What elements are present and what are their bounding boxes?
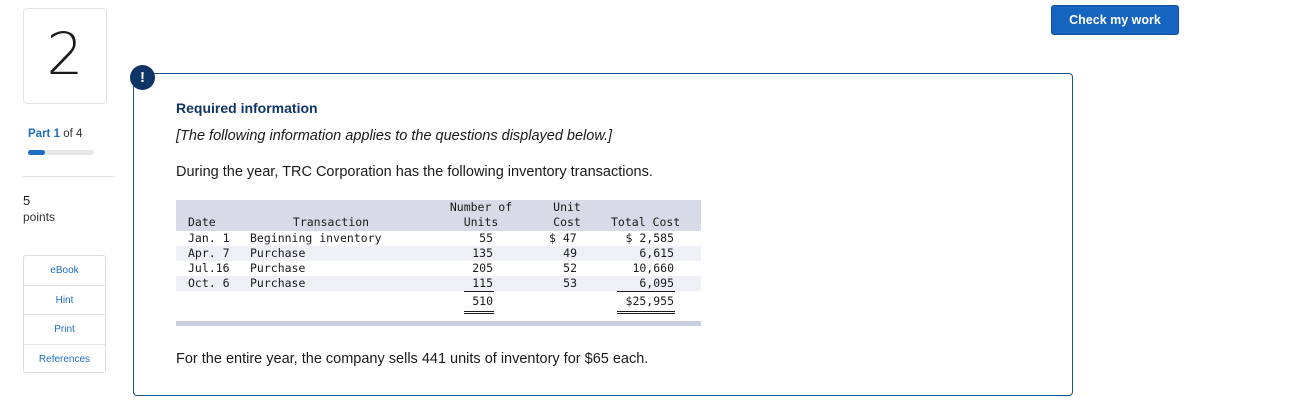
total-underline xyxy=(617,291,675,292)
total-double-underline-2 xyxy=(617,313,675,314)
row-date: Jan. 1 xyxy=(188,231,230,245)
part-of-total: of 4 xyxy=(63,128,83,140)
row-units: 115 xyxy=(472,276,493,290)
required-information-title: Required information xyxy=(176,100,318,116)
header-units-line2: Units xyxy=(463,215,499,229)
row-date: Jul.16 xyxy=(188,261,230,275)
total-cost: $25,955 xyxy=(625,294,674,308)
header-total: Total Cost xyxy=(611,215,681,229)
row-total: 6,615 xyxy=(639,246,674,260)
header-units-line1: Number of xyxy=(449,200,513,214)
units-underline xyxy=(464,291,494,292)
header-date: Date xyxy=(188,215,216,229)
sidebar-divider xyxy=(23,176,115,177)
row-unit-cost: 53 xyxy=(563,276,577,290)
table-header-band xyxy=(176,200,701,231)
applies-note: [The following information applies to th… xyxy=(176,128,613,144)
row-total: 6,095 xyxy=(639,276,674,290)
points-value: 5 xyxy=(23,193,31,208)
part-word: Part xyxy=(28,128,51,140)
question-number-card: 2 xyxy=(23,8,107,104)
row-unit-cost: 52 xyxy=(563,261,577,275)
row-transaction: Purchase xyxy=(250,276,306,290)
total-units: 510 xyxy=(472,294,493,308)
row-total: 10,660 xyxy=(632,261,674,275)
print-link[interactable]: Print xyxy=(24,315,105,345)
table-row xyxy=(176,246,701,261)
header-cost-line2: Cost xyxy=(553,215,581,229)
part-progress-bar xyxy=(28,150,94,155)
points-label: points xyxy=(23,210,56,224)
inventory-table: Date Transaction Number of Units Unit Co… xyxy=(176,200,701,327)
row-date: Apr. 7 xyxy=(188,246,230,260)
row-total: $ 2,585 xyxy=(625,231,674,245)
row-unit-cost: $ 47 xyxy=(549,231,577,245)
part-indicator: Part 1 of 4 xyxy=(28,128,82,140)
part-progress-fill xyxy=(28,150,45,155)
units-double-underline-1 xyxy=(464,311,494,312)
references-link[interactable]: References xyxy=(38,353,91,365)
row-units: 135 xyxy=(472,246,493,260)
intro-text: During the year, TRC Corporation has the… xyxy=(176,164,653,180)
check-my-work-button[interactable]: Check my work xyxy=(1051,5,1179,35)
total-double-underline-1 xyxy=(617,311,675,312)
required-information-panel xyxy=(133,73,1073,396)
ebook-link[interactable]: eBook xyxy=(24,256,105,286)
header-cost-line1: Unit xyxy=(553,200,581,214)
part-current: 1 xyxy=(53,128,60,140)
row-unit-cost: 49 xyxy=(563,246,577,260)
hint-link[interactable]: Hint xyxy=(24,286,105,315)
header-transaction: Transaction xyxy=(292,215,370,229)
table-row xyxy=(176,276,701,291)
row-date: Oct. 6 xyxy=(188,276,230,290)
row-transaction: Purchase xyxy=(250,261,306,275)
question-number: 2 xyxy=(46,20,84,88)
row-units: 205 xyxy=(472,261,493,275)
units-double-underline-2 xyxy=(464,313,494,314)
alert-icon: ! xyxy=(130,65,155,90)
row-transaction: Beginning inventory xyxy=(250,231,382,245)
row-units: 55 xyxy=(479,231,493,245)
row-transaction: Purchase xyxy=(250,246,306,260)
resources-list: eBook Hint Print References xyxy=(23,255,106,373)
table-bottom-bar xyxy=(176,321,701,326)
closing-text: For the entire year, the company sells 4… xyxy=(176,351,649,367)
